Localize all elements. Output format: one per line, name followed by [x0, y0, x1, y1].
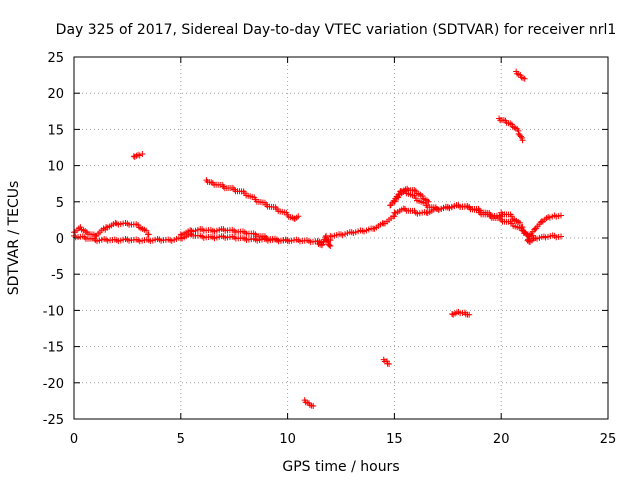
data-point: [466, 311, 473, 318]
y-tick-label: 25: [47, 51, 64, 66]
x-tick-label: 25: [600, 432, 617, 447]
data-point: [139, 151, 146, 158]
x-tick-label: 10: [279, 432, 296, 447]
data-points: [71, 68, 565, 409]
x-axis-label: GPS time / hours: [282, 459, 399, 475]
data-point: [136, 152, 143, 159]
y-tick-label: 20: [47, 87, 64, 102]
data-point: [327, 242, 334, 249]
data-point: [284, 237, 291, 244]
data-point: [310, 402, 317, 409]
y-tick-label: 10: [47, 160, 64, 175]
chart-title: Day 325 of 2017, Sidereal Day-to-day VTE…: [56, 22, 617, 38]
data-point: [145, 231, 152, 238]
y-tick-label: -5: [51, 268, 64, 283]
data-point: [391, 198, 398, 205]
data-point: [558, 212, 565, 219]
data-point: [516, 219, 523, 226]
data-point: [397, 187, 404, 194]
x-tick-label: 20: [493, 432, 510, 447]
data-point: [90, 231, 97, 238]
data-point: [187, 227, 194, 234]
data-point: [391, 209, 398, 216]
x-tick-label: 15: [386, 432, 403, 447]
y-tick-label: -25: [43, 413, 64, 428]
plot-frame: [73, 56, 609, 420]
data-point: [324, 237, 331, 244]
data-point: [326, 242, 333, 249]
data-point: [519, 137, 526, 144]
y-tick-label: -10: [43, 304, 64, 319]
ticks: 0 5 10 15 20 25 -25 -20 -15 -10 -5 0 5 10 15 20 25: [43, 51, 617, 447]
data-point: [517, 133, 524, 140]
data-point: [177, 231, 184, 238]
data-point: [508, 213, 515, 220]
data-point: [295, 213, 302, 220]
data-point: [386, 360, 393, 367]
y-tick-label: -15: [43, 341, 64, 356]
data-point: [449, 311, 456, 318]
data-point: [411, 186, 418, 193]
y-tick-label: 0: [56, 232, 64, 247]
data-point: [432, 205, 439, 212]
y-axis-label: SDTVAR / TECUs: [6, 181, 22, 296]
data-point: [523, 230, 530, 237]
x-tick-label: 5: [177, 432, 185, 447]
data-point: [423, 209, 430, 216]
y-tick-label: -20: [43, 377, 64, 392]
x-tick-label: 0: [70, 432, 78, 447]
data-point: [419, 193, 426, 200]
y-tick-label: 15: [47, 123, 64, 138]
y-tick-label: 5: [56, 196, 64, 211]
data-point: [103, 224, 110, 231]
data-point: [143, 227, 150, 234]
data-point: [425, 198, 432, 205]
data-point: [558, 233, 565, 240]
data-point: [521, 75, 528, 82]
